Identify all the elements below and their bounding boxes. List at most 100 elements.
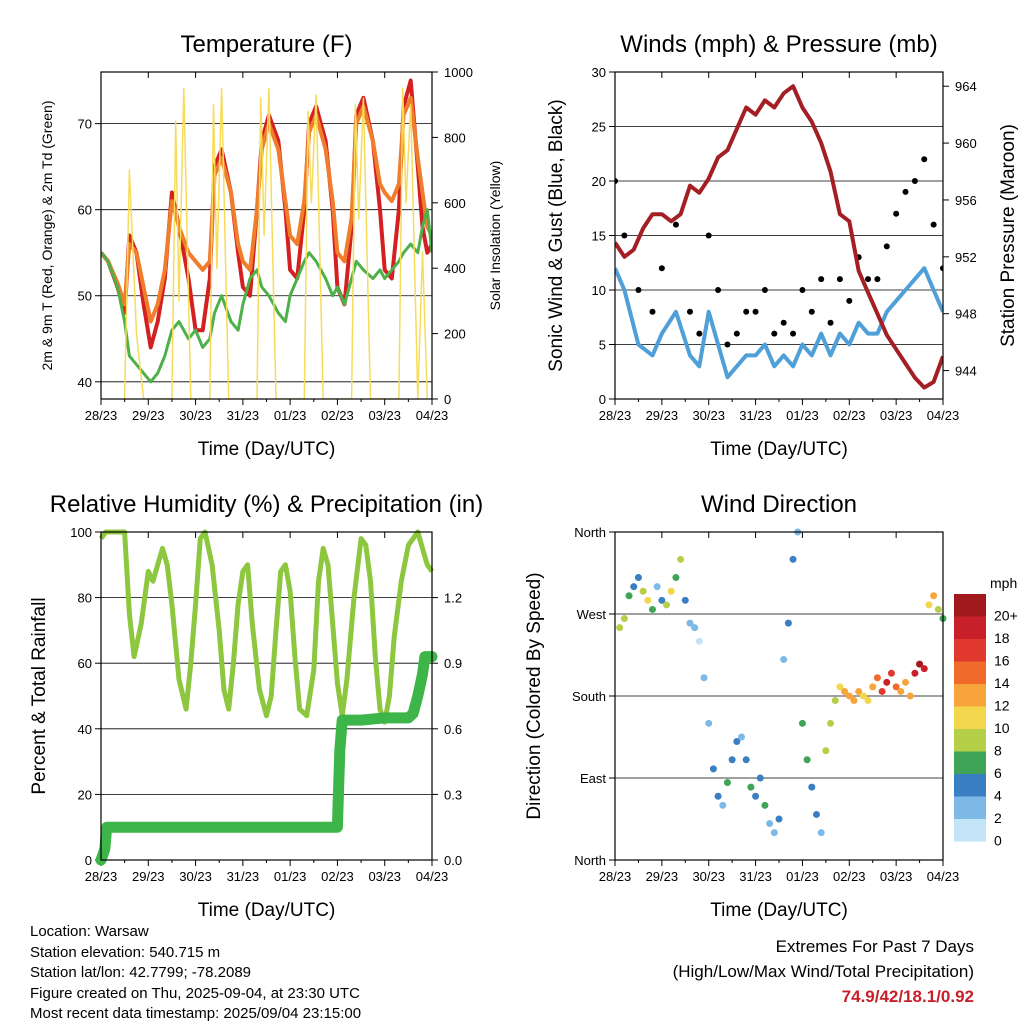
- y-right-axis-label: Station Pressure (Maroon): [998, 124, 1019, 347]
- gust-point: [771, 330, 778, 337]
- x-tick-label: 29/23: [646, 408, 679, 423]
- y-right-tick-label: 400: [444, 261, 466, 276]
- y-right-tick-label: 964: [955, 79, 977, 94]
- direction-point: [775, 815, 783, 823]
- x-tick-label: 03/23: [880, 869, 913, 884]
- y-tick-label: 60: [78, 203, 92, 218]
- gust-point: [799, 287, 806, 293]
- direction-point: [616, 624, 624, 632]
- speed-colorbar: mph 20+ 18 16 14 12 10 8 6 4 2 0: [954, 575, 1018, 848]
- x-axis-label: Time (Day/UTC): [198, 439, 336, 460]
- colorbar-swatch: [954, 729, 986, 752]
- direction-point: [630, 583, 638, 591]
- gust-point: [733, 330, 740, 337]
- direction-point: [808, 783, 816, 791]
- direction-point: [836, 683, 844, 691]
- x-tick-label: 02/23: [321, 408, 354, 423]
- x-tick-label: 02/23: [833, 408, 866, 423]
- panel-title: Winds (mph) & Pressure (mb): [620, 31, 937, 58]
- direction-point: [686, 619, 694, 627]
- gust-point: [827, 319, 834, 326]
- colorbar-label: 18: [994, 630, 1010, 646]
- direction-point: [798, 719, 806, 727]
- panel-3: Relative Humidity (%) & Precipitation (i…: [29, 491, 483, 921]
- colorbar-label: 20+: [994, 607, 1018, 623]
- location-text: Location: Warsaw: [30, 923, 149, 940]
- direction-point: [920, 665, 928, 673]
- extremes-value: 74.9/42/18.1/0.92: [841, 987, 974, 1006]
- direction-point: [841, 687, 849, 695]
- temperature-series: [101, 78, 432, 399]
- y-right-tick-label: 0.3: [444, 787, 462, 802]
- gust-point: [761, 287, 768, 293]
- gust-point: [752, 308, 759, 315]
- series-relative-humidity: [98, 529, 435, 725]
- direction-point: [733, 738, 741, 746]
- series-total-rainfall: [95, 651, 438, 866]
- y-tick-label: 0: [599, 392, 606, 407]
- y-tick-label: West: [577, 607, 607, 622]
- gust-point: [902, 188, 909, 195]
- x-tick-label: 29/23: [646, 869, 679, 884]
- y-right-tick-label: 960: [955, 136, 977, 151]
- direction-point: [770, 829, 778, 837]
- x-tick-label: 29/23: [132, 408, 165, 423]
- gust-point: [635, 287, 642, 293]
- direction-point: [803, 756, 811, 764]
- y-right-tick-label: 956: [955, 193, 977, 208]
- direction-point: [672, 574, 680, 582]
- direction-point: [831, 697, 839, 705]
- y-axis-label: Sonic Wind & Gust (Blue, Black): [546, 99, 567, 371]
- gust-point: [808, 308, 815, 315]
- direction-point: [653, 583, 661, 591]
- x-tick-label: 03/23: [368, 869, 401, 884]
- station-info: Location: Warsaw Station elevation: 540.…: [30, 922, 361, 1025]
- gust-point: [658, 265, 665, 272]
- x-tick-label: 04/23: [927, 408, 960, 423]
- direction-point: [747, 783, 755, 791]
- direction-point: [911, 669, 919, 677]
- direction-point: [869, 683, 877, 691]
- direction-point: [719, 801, 727, 809]
- direction-point: [639, 587, 647, 595]
- colorbar-label: 16: [994, 652, 1010, 668]
- direction-point: [925, 601, 933, 609]
- gust-point: [893, 210, 900, 217]
- colorbar-label: 8: [994, 742, 1002, 758]
- gust-point: [705, 232, 712, 239]
- direction-point: [789, 555, 797, 563]
- direction-point: [897, 687, 905, 695]
- gust-point: [715, 287, 722, 293]
- panel-title: Relative Humidity (%) & Precipitation (i…: [50, 491, 483, 518]
- y-tick-label: 100: [70, 525, 92, 540]
- direction-point: [934, 605, 942, 613]
- colorbar-swatch: [954, 774, 986, 797]
- gust-point: [696, 330, 703, 337]
- y-right-tick-label: 1.2: [444, 591, 462, 606]
- y-tick-label: 40: [78, 375, 92, 390]
- direction-point: [648, 605, 656, 613]
- x-axis-label: Time (Day/UTC): [710, 439, 848, 460]
- direction-point: [658, 596, 666, 604]
- direction-point: [663, 601, 671, 609]
- y-tick-label: East: [580, 771, 606, 786]
- x-tick-label: 02/23: [833, 869, 866, 884]
- gust-point: [836, 276, 843, 283]
- x-tick-label: 30/23: [692, 408, 725, 423]
- y-right-tick-label: 952: [955, 250, 977, 265]
- x-tick-label: 28/23: [85, 869, 118, 884]
- y-tick-label: North: [574, 853, 606, 868]
- series-sonic-wind: [615, 266, 943, 380]
- gust-point: [865, 276, 872, 283]
- gust-point: [883, 243, 890, 250]
- series-2m-t: [101, 78, 432, 350]
- x-tick-label: 31/23: [227, 869, 260, 884]
- y-tick-label: 50: [78, 289, 92, 304]
- direction-point: [930, 592, 938, 600]
- extremes-subtitle: (High/Low/Max Wind/Total Precipitation): [672, 962, 974, 981]
- x-tick-label: 02/23: [321, 869, 354, 884]
- x-tick-label: 31/23: [739, 408, 772, 423]
- y-tick-label: 15: [592, 229, 606, 244]
- direction-point: [681, 596, 689, 604]
- direction-point: [695, 637, 703, 645]
